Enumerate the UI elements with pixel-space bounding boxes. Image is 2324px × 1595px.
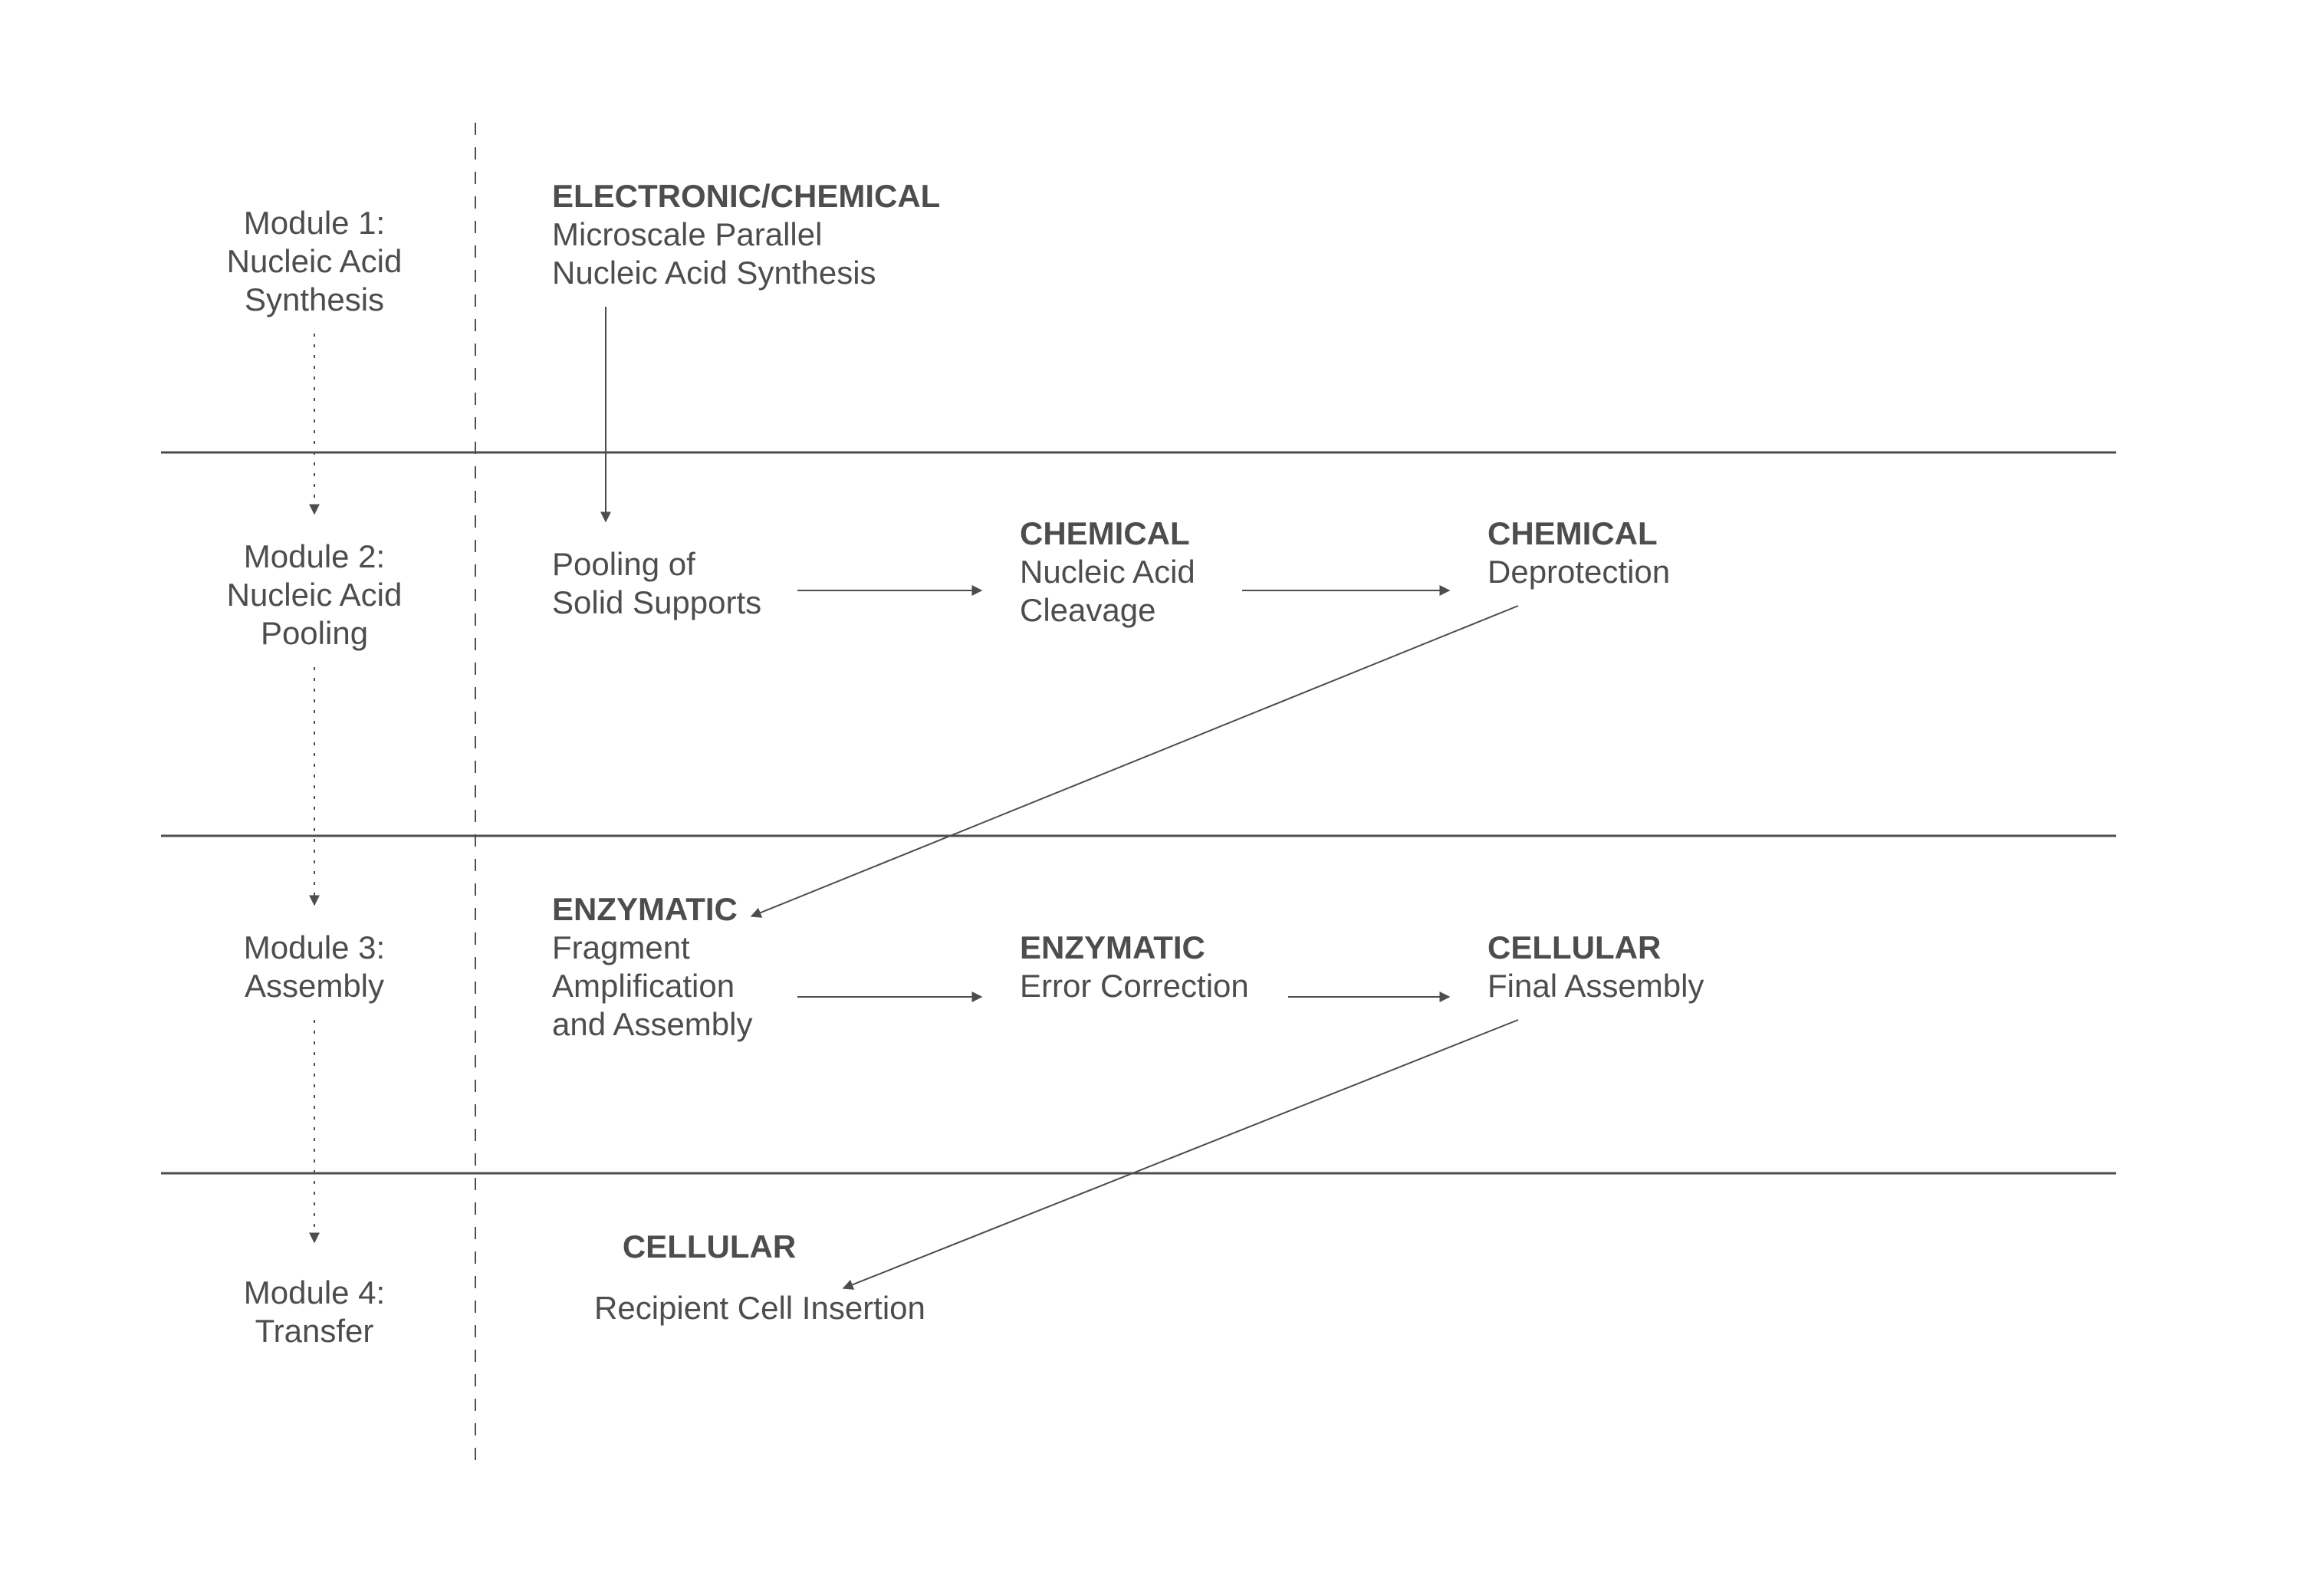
n8-category: CELLULAR [623, 1228, 796, 1264]
n5-line-0: Fragment [552, 929, 690, 965]
n2-line-1: Solid Supports [552, 584, 761, 620]
module-3-title: Module 3: [244, 929, 385, 965]
n2-line-0: Pooling of [552, 546, 695, 582]
flowchart-canvas: Module 1:Nucleic AcidSynthesisModule 2:N… [0, 0, 2324, 1595]
module-1-sub-1: Synthesis [245, 281, 384, 317]
n6-category: ENZYMATIC [1020, 929, 1205, 965]
n3-category: CHEMICAL [1020, 515, 1190, 551]
n1-line-1: Nucleic Acid Synthesis [552, 255, 876, 291]
module-1-sub-0: Nucleic Acid [227, 243, 403, 279]
module-1-title: Module 1: [244, 205, 385, 241]
n5-line-2: and Assembly [552, 1006, 752, 1042]
module-2-sub-1: Pooling [261, 615, 368, 651]
n3-line-0: Nucleic Acid [1020, 554, 1195, 590]
n6-line-0: Error Correction [1020, 968, 1249, 1004]
n5-line-1: Amplification [552, 968, 735, 1004]
n4-category: CHEMICAL [1487, 515, 1658, 551]
n3-line-1: Cleavage [1020, 592, 1155, 628]
n4-line-0: Deprotection [1487, 554, 1670, 590]
n5-category: ENZYMATIC [552, 891, 738, 927]
n7-line-0: Final Assembly [1487, 968, 1704, 1004]
module-2-title: Module 2: [244, 538, 385, 574]
n1-category: ELECTRONIC/CHEMICAL [552, 178, 940, 214]
module-4-sub-0: Transfer [255, 1313, 374, 1349]
n1-line-0: Microscale Parallel [552, 216, 822, 252]
module-2-sub-0: Nucleic Acid [227, 577, 403, 613]
n8-line-0: Recipient Cell Insertion [594, 1290, 925, 1326]
module-3-sub-0: Assembly [245, 968, 384, 1004]
n7-category: CELLULAR [1487, 929, 1661, 965]
module-4-title: Module 4: [244, 1274, 385, 1311]
